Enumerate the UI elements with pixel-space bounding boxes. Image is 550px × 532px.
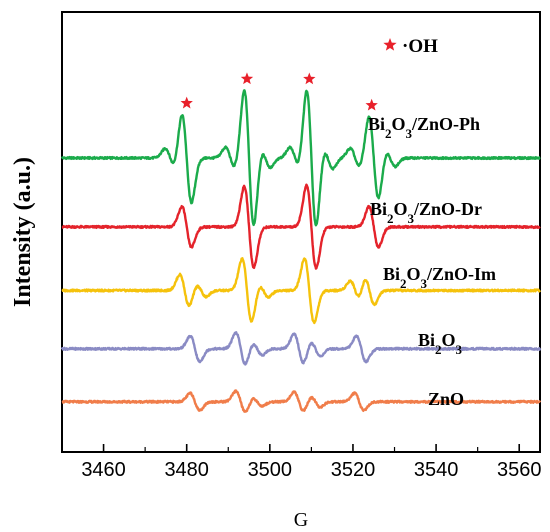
plot-frame [61,11,541,453]
x-tick-label-2: 3500 [248,459,293,481]
series-label-3: Bi2O3 [418,330,463,357]
y-axis-title: Intensity (a.u.) [10,157,36,307]
oh-marker-layer [180,72,378,111]
oh-marker-3 [365,98,378,111]
x-tick-label-0: 3460 [81,459,126,481]
series-line-0 [60,89,541,227]
legend-label: ·OH [402,36,438,57]
oh-marker-1 [240,72,254,85]
series-label-0: Bi2O3/ZnO-Ph [368,114,480,141]
x-tick-label-4: 3540 [414,459,459,481]
oh-marker-0 [180,96,193,109]
series-line-1 [61,183,541,270]
oh-marker-2 [303,72,316,85]
series-line-2 [61,257,542,325]
x-tick-label-3: 3520 [331,459,376,481]
series-label-1: Bi2O3/ZnO-Dr [370,199,482,226]
x-axis-title: G [294,509,308,531]
legend: ·OH [383,36,438,57]
x-tick-label-1: 3480 [164,459,209,481]
series-line-4 [61,389,542,413]
series-line-3 [60,331,542,366]
series-label-2: Bi2O3/ZnO-Im [383,264,496,291]
x-axis: 3460 3480 3500 3520 3540 3560 [61,444,542,481]
x-tick-label-5: 3560 [497,459,542,481]
legend-star-icon [383,38,397,51]
series-label-layer: Bi2O3/ZnO-Ph Bi2O3/ZnO-Dr Bi2O3/ZnO-Im Bi2O… [368,114,496,409]
series-label-4: ZnO [428,389,464,409]
series-layer [60,89,542,413]
